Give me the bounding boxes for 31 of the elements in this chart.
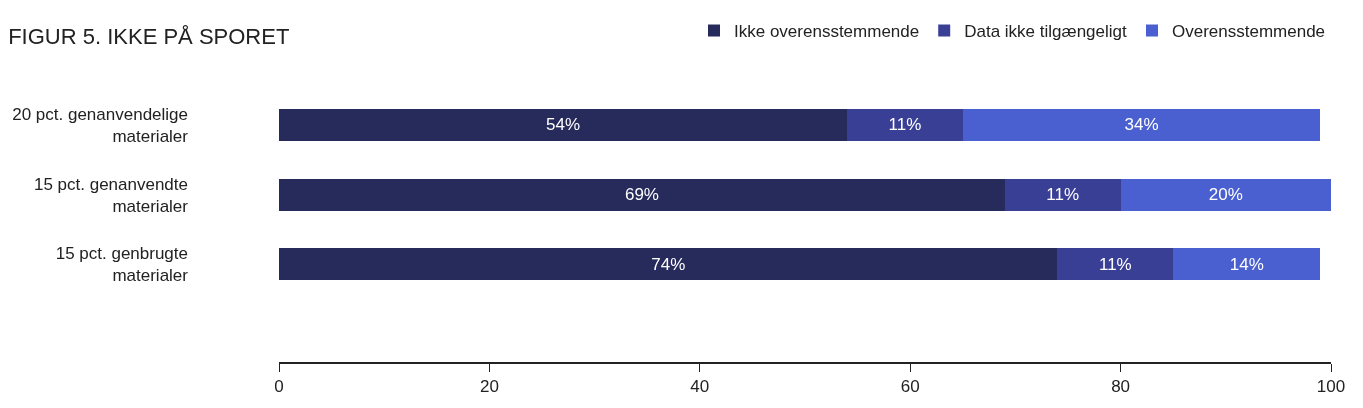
data-label: 34% [1124,115,1159,135]
data-label: 74% [651,254,686,274]
x-tick-label: 20 [479,377,499,397]
x-tick-label: 80 [1111,377,1131,397]
bar [1004,178,1121,211]
data-label: 20% [1208,185,1243,205]
legend-label: Overensstemmende [1172,22,1326,42]
x-tick-label: 40 [690,377,710,397]
y-tick-label: 20 pct. genanvendelige materialer [12,104,189,146]
bar [847,108,963,141]
bar [279,248,1058,281]
y-tick-label: 15 pct. genbrugte materialer [55,244,189,286]
x-tick-label: 0 [274,377,284,397]
legend-label: Data ikke tilgængeligt [964,22,1128,42]
bar [1120,178,1331,211]
data-label: 69% [624,185,659,205]
y-tick-label: 15 pct. genanvendte materialer [33,174,189,216]
x-tick-label: 100 [1316,377,1346,397]
legend-label: Ikke overensstemmende [734,22,920,42]
data-label: 14% [1229,254,1264,274]
x-tick-label: 60 [900,377,920,397]
data-label: 11% [888,115,922,135]
bar [279,108,848,141]
data-label: 11% [1046,185,1080,205]
bar [1173,248,1321,281]
bar [962,108,1321,141]
data-label: 11% [1098,254,1132,274]
bar [1057,248,1174,281]
chart-title: FIGUR 5. IKKE PÅ SPORET [8,23,290,49]
data-label: 54% [546,115,581,135]
bar [279,178,1005,211]
